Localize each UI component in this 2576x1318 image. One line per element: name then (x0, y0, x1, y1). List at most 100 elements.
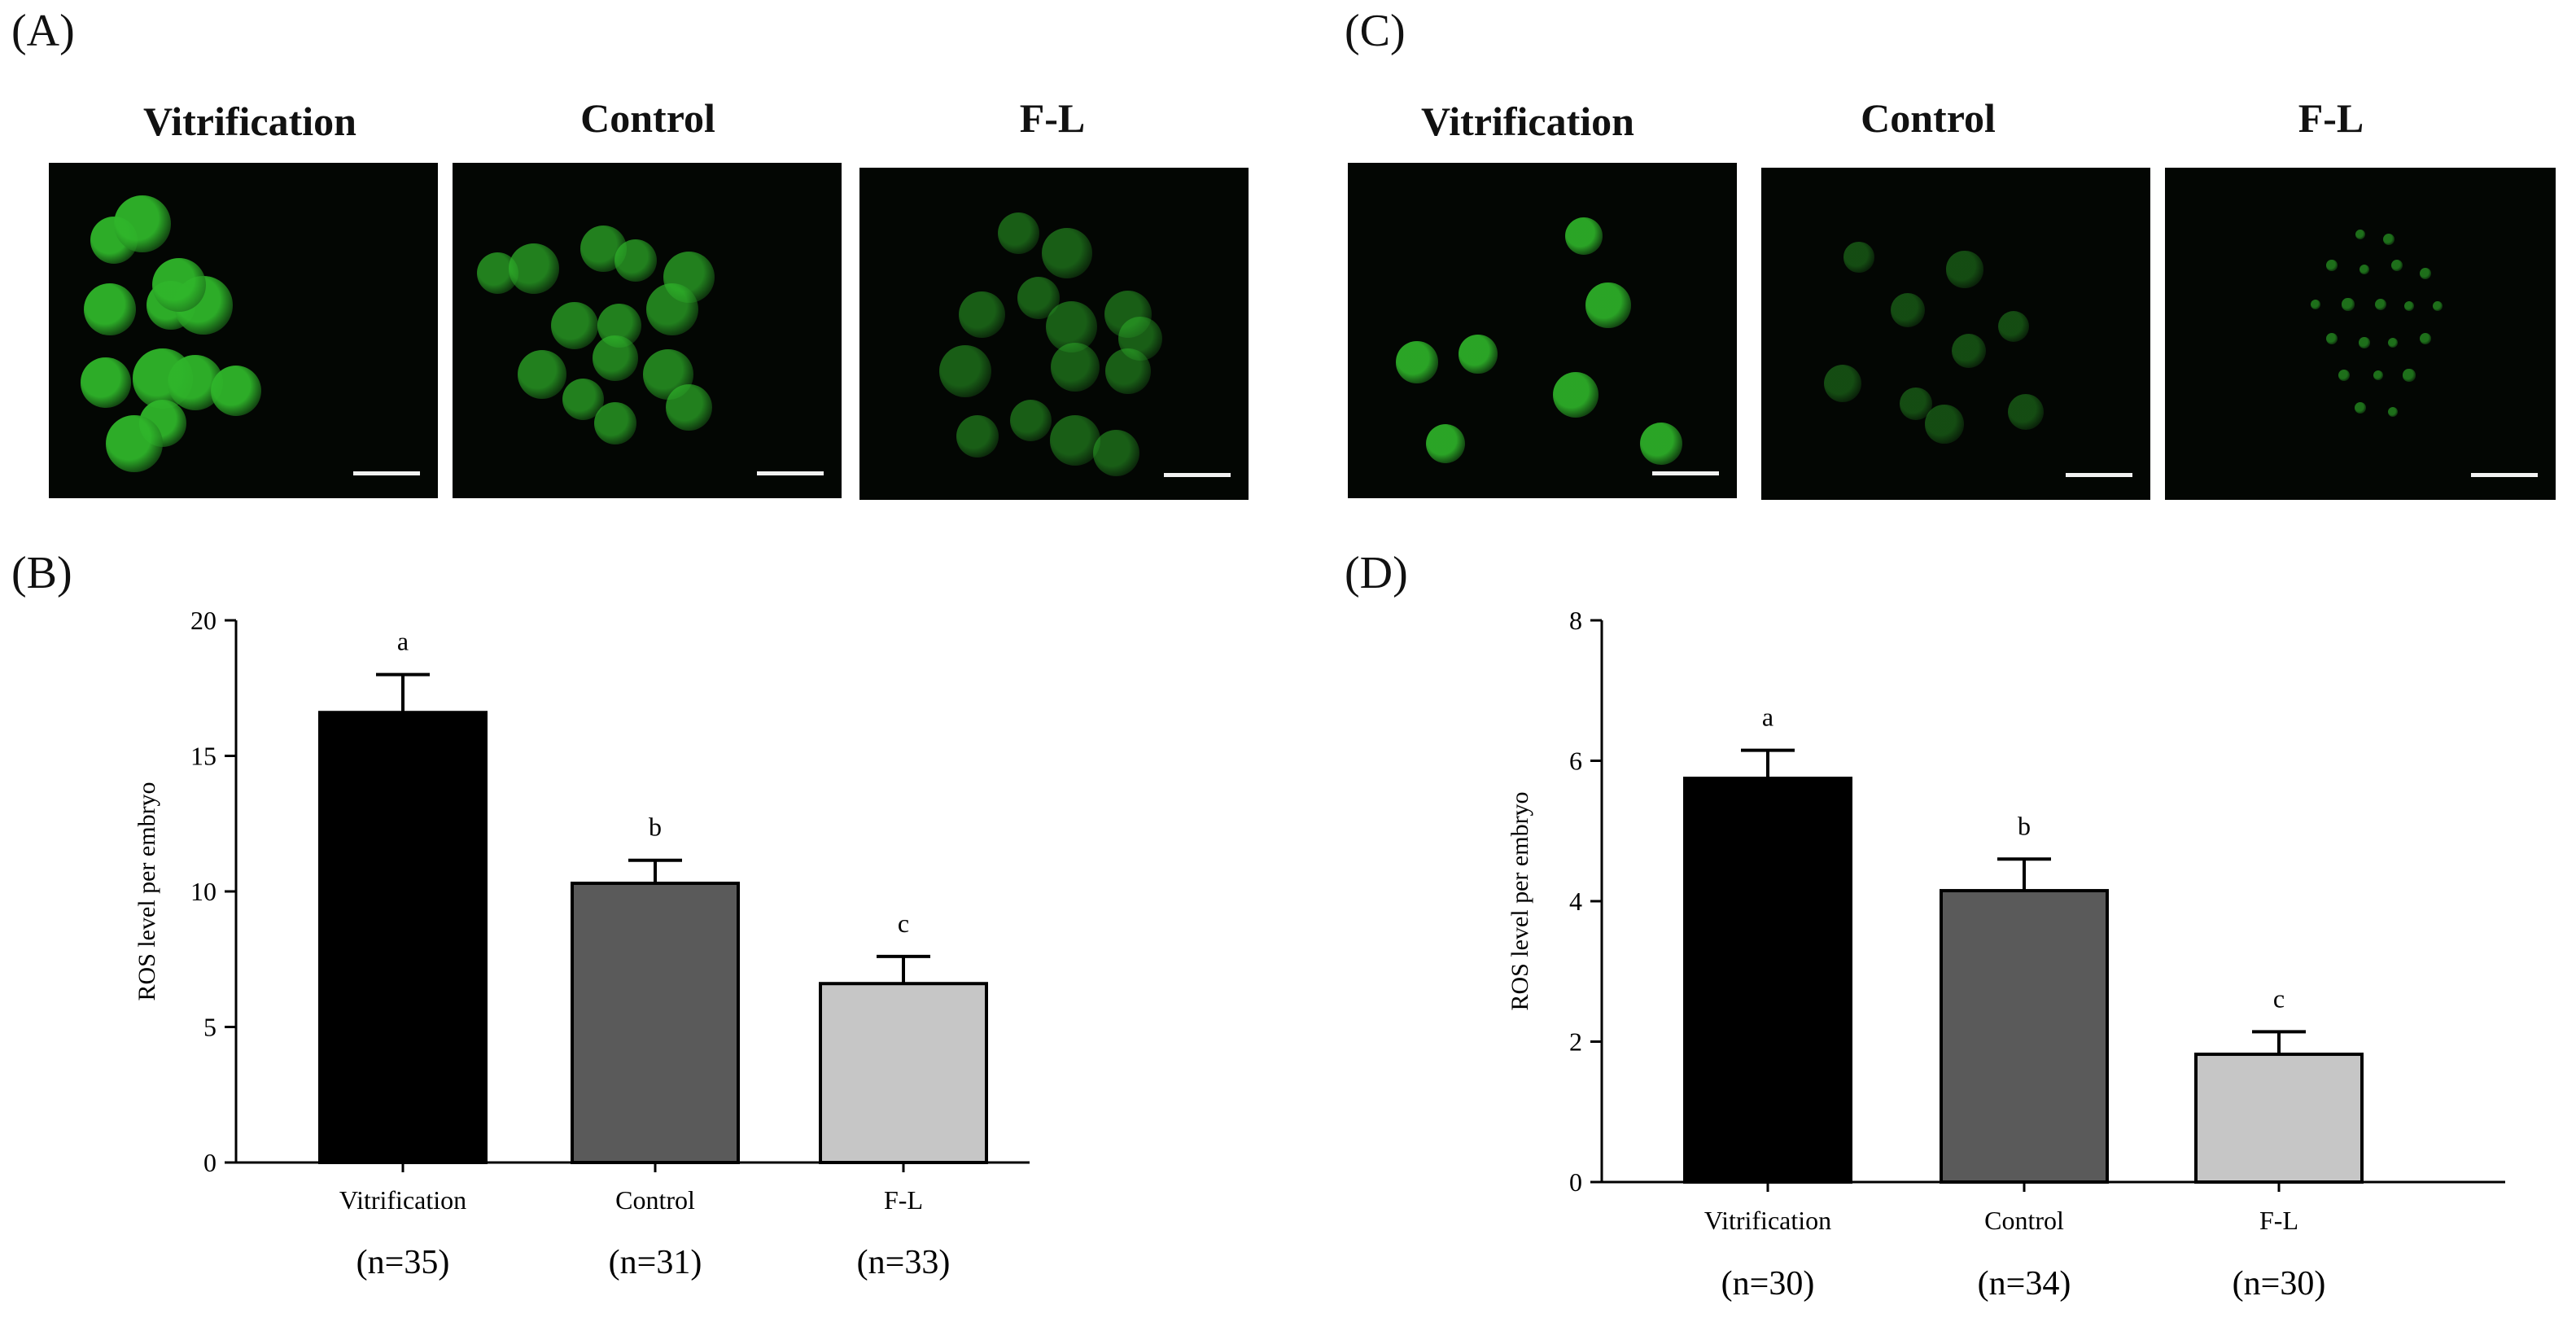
x-tick-label: F-L (884, 1185, 923, 1215)
bar-vitrification (1683, 777, 1852, 1184)
y-axis-label: ROS level per embryo (133, 782, 160, 1001)
embryo-2 (83, 282, 137, 336)
y-tick-label: 15 (190, 742, 216, 771)
embryo-12 (1092, 429, 1139, 476)
embryo-9 (210, 365, 262, 417)
embryo-4 (2390, 259, 2403, 272)
panel-label-d: (D) (1345, 548, 1408, 598)
embryo-19 (2387, 406, 2399, 418)
embryo-7 (2342, 298, 2355, 311)
embryo-11 (2325, 332, 2338, 345)
significance-letter: a (1762, 703, 1773, 732)
embryo-2 (958, 291, 1005, 338)
embryo-5 (1639, 422, 1683, 466)
embryo-12 (2359, 337, 2370, 348)
x-tick-label: Vitrification (1704, 1206, 1831, 1235)
sample-size-label: (n=31) (609, 1244, 702, 1281)
embryo-11 (1050, 415, 1100, 466)
sample-size-label: (n=33) (857, 1244, 951, 1281)
y-axis-label: ROS level per embryo (1507, 791, 1533, 1010)
scale-bar (1652, 471, 1719, 475)
micrograph-a-control (453, 163, 842, 498)
image-title-a-fl: F-L (1019, 95, 1086, 141)
y-tick-label: 4 (1569, 887, 1582, 916)
embryo-17 (2403, 369, 2416, 382)
y-tick-label: 2 (1569, 1027, 1582, 1057)
image-title-a-vitrification: Vitrification (143, 99, 356, 144)
image-title-c-vitrification: Vitrification (1421, 99, 1634, 144)
bar-chart-d: 0 2 4 6 8 ROS level per embryo a Vitrification (… (1507, 606, 2505, 1303)
bar-f-l (2194, 1053, 2364, 1184)
y-tick-label: 5 (203, 1013, 216, 1042)
embryo-8 (2375, 299, 2386, 310)
y-tick-label: 6 (1569, 747, 1582, 776)
micrograph-a-fl (859, 168, 1249, 500)
embryo-0 (997, 212, 1039, 254)
bar-vitrification (318, 711, 488, 1164)
embryo-3 (1459, 335, 1498, 374)
embryo-6 (1900, 388, 1932, 420)
embryo-1 (509, 243, 559, 294)
scale-bar (1164, 473, 1231, 477)
micrograph-c-control (1761, 168, 2150, 500)
embryo-12 (665, 383, 712, 431)
sample-size-label: (n=35) (356, 1244, 450, 1281)
embryo-4 (1823, 364, 1862, 403)
y-tick-label: 20 (190, 606, 216, 635)
embryo-6 (2310, 299, 2321, 310)
embryo-7 (645, 282, 699, 336)
embryo-6 (1425, 423, 1466, 464)
x-tick-label: Control (1984, 1206, 2064, 1235)
significance-letter: c (898, 909, 909, 938)
image-title-c-control: Control (1861, 95, 1996, 141)
embryo-10 (2433, 301, 2443, 311)
embryo-5 (1951, 333, 1987, 369)
embryo-8 (2008, 394, 2044, 430)
scale-bar (353, 471, 420, 475)
sample-size-label: (n=30) (2233, 1265, 2326, 1303)
x-tick-label: Control (615, 1185, 695, 1215)
embryo-7 (1925, 405, 1964, 444)
embryo-1 (1585, 282, 1631, 328)
embryo-8 (518, 350, 566, 399)
image-title-a-control: Control (580, 95, 715, 141)
embryo-16 (2373, 370, 2384, 381)
embryo-5 (151, 257, 207, 313)
y-tick-label: 0 (1569, 1167, 1582, 1197)
scale-bar (2471, 473, 2538, 477)
x-tick-label: F-L (2259, 1206, 2298, 1235)
embryo-2 (1396, 341, 1438, 383)
panel-label-c: (C) (1345, 6, 1406, 56)
sample-size-label: (n=30) (1721, 1265, 1815, 1303)
y-tick-label: 10 (190, 877, 216, 906)
micrograph-a-vitrification (49, 163, 438, 498)
significance-letter: c (2273, 983, 2285, 1013)
bar-control (1940, 889, 2109, 1184)
embryo-9 (2403, 300, 2415, 312)
embryo-3 (614, 239, 658, 282)
embryo-18 (2355, 402, 2366, 414)
embryo-0 (2355, 230, 2365, 239)
embryo-2 (1891, 293, 1925, 327)
panel-label-a: (A) (11, 6, 75, 56)
embryo-6 (81, 357, 131, 408)
embryo-13 (956, 414, 999, 458)
embryo-9 (1105, 348, 1151, 394)
embryo-1 (1946, 251, 1983, 288)
scale-bar (757, 471, 824, 475)
sample-size-label: (n=34) (1978, 1265, 2071, 1303)
scale-bar (2066, 473, 2132, 477)
embryo-11 (106, 415, 163, 472)
embryo-14 (2419, 332, 2432, 345)
embryo-1 (114, 195, 171, 252)
embryo-1 (1042, 228, 1092, 278)
embryo-5 (2420, 268, 2431, 279)
image-title-c-fl: F-L (2298, 95, 2364, 141)
embryo-10 (1009, 399, 1052, 441)
micrograph-c-fl (2165, 168, 2556, 500)
embryo-3 (1997, 310, 2030, 343)
y-tick-label: 0 (203, 1148, 216, 1177)
embryo-3 (2359, 264, 2370, 275)
embryo-13 (593, 401, 637, 445)
micrograph-c-vitrification (1348, 163, 1737, 498)
